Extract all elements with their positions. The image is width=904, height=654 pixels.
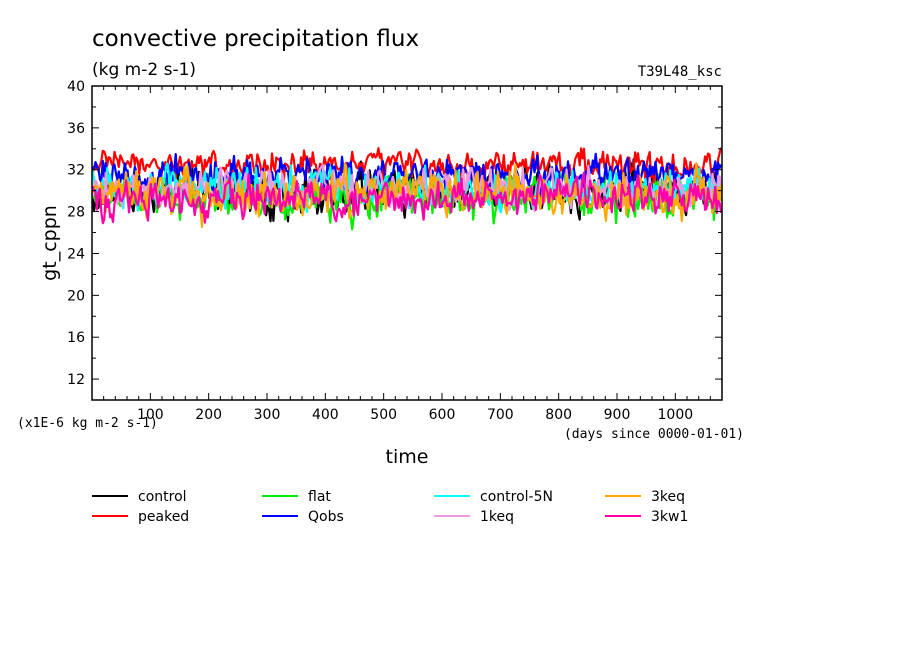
series-group [92,147,722,231]
chart-subtitle: (kg m-2 s-1) [92,60,196,80]
y-tick-label: 36 [67,121,85,137]
legend-label-1keq: 1keq [480,509,514,525]
x-tick-label: 300 [254,407,281,423]
x-axis-label: time [386,446,429,468]
x-tick-label: 700 [487,407,514,423]
y-tick-label: 20 [67,288,85,304]
legend-label-Qobs: Qobs [308,509,344,525]
plot-frame [91,85,723,401]
y-scale-note: (x1E-6 kg m-2 s-1) [17,416,158,431]
legend-label-control: control [138,489,187,505]
chart-title: convective precipitation flux [92,26,419,52]
legend-label-3keq: 3keq [651,489,685,505]
x-tick-label: 1000 [658,407,694,423]
x-tick-label: 400 [312,407,339,423]
x-tick-label: 600 [429,407,456,423]
legend-label-3kw1: 3kw1 [651,509,688,525]
run-label: T39L48_ksc [638,64,722,80]
legend: control peaked flat Qobs control-5N 1keq 3keq 3… [92,489,688,525]
y-axis: 12 16 20 24 28 32 36 40 [67,79,722,401]
x-axis: 100 200 300 400 500 600 700 800 900 1000 [103,86,711,423]
legend-label-flat: flat [308,489,331,505]
x-units-label: (days since 0000-01-01) [564,427,744,442]
x-tick-label: 500 [370,407,397,423]
series-line-peaked [92,147,722,186]
y-tick-label: 16 [67,330,85,346]
series-line-3kw1 [92,171,722,225]
y-tick-label: 32 [67,163,85,179]
legend-label-control-5N: control-5N [480,489,553,505]
y-axis-label: gt_cppn [39,205,61,281]
x-tick-label: 800 [545,407,572,423]
y-tick-label: 28 [67,205,85,221]
legend-label-peaked: peaked [138,509,189,525]
x-tick-label: 100 [137,407,164,423]
x-tick-label: 900 [604,407,631,423]
y-tick-label: 40 [67,79,85,95]
x-tick-label: 200 [195,407,222,423]
y-tick-label: 24 [67,246,85,262]
y-tick-label: 12 [67,372,85,388]
